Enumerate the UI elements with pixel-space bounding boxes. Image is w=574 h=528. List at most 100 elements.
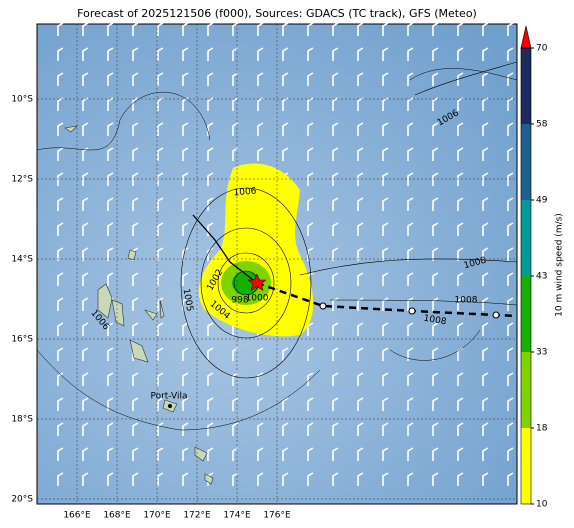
wind-barb — [107, 422, 114, 436]
wind-barb — [432, 472, 439, 486]
wind-barb — [332, 47, 339, 61]
wind-barb — [257, 447, 264, 461]
lat-tick-label: 10°S — [11, 95, 33, 105]
wind-barb — [57, 172, 64, 186]
wind-barb — [382, 372, 389, 386]
wind-barb — [382, 472, 389, 486]
wind-barb — [132, 272, 139, 286]
wind-barb — [307, 122, 314, 136]
wind-barb — [157, 47, 164, 61]
wind-barb — [432, 347, 439, 361]
wind-barb — [107, 47, 114, 61]
lat-tick-label: 16°S — [11, 335, 33, 345]
wind-barb — [432, 422, 439, 436]
isobar-label: 1006 — [233, 186, 257, 198]
wind-barb — [82, 447, 89, 461]
wind-barb — [407, 447, 414, 461]
wind-barb — [507, 122, 514, 136]
wind-barb — [332, 197, 339, 211]
wind-barb — [507, 322, 514, 336]
wind-barb — [482, 197, 489, 211]
wind-barb — [407, 222, 414, 236]
wind-barb — [332, 447, 339, 461]
wind-barb — [507, 347, 514, 361]
wind-barb — [357, 247, 364, 261]
wind-barb — [332, 172, 339, 186]
wind-barb — [57, 422, 64, 436]
wind-barb — [432, 22, 439, 36]
wind-barb — [357, 297, 364, 311]
wind-barb — [357, 72, 364, 86]
wind-barb — [332, 347, 339, 361]
wind-barb — [207, 372, 214, 386]
wind-barb — [157, 147, 164, 161]
wind-barb — [182, 222, 189, 236]
storm-center — [247, 273, 267, 292]
wind-barb — [307, 447, 314, 461]
wind-barb — [457, 447, 464, 461]
wind-barb — [382, 147, 389, 161]
wind-barb — [307, 172, 314, 186]
wind-barb — [82, 22, 89, 36]
wind-barb — [57, 222, 64, 236]
lat-tick-label: 20°S — [11, 495, 33, 505]
wind-barb — [482, 297, 489, 311]
wind-barb — [457, 472, 464, 486]
wind-barb — [282, 422, 289, 436]
colorbar-tick-label: 58 — [536, 120, 548, 130]
wind-barb — [157, 297, 164, 311]
wind-barb — [432, 397, 439, 411]
wind-barb — [157, 197, 164, 211]
wind-barb — [332, 397, 339, 411]
isobar-label: 1005 — [181, 288, 195, 312]
wind-barb — [82, 397, 89, 411]
wind-barb — [332, 72, 339, 86]
wind-barb — [407, 97, 414, 111]
wind-barb — [307, 72, 314, 86]
wind-barb — [507, 472, 514, 486]
wind-barb — [382, 322, 389, 336]
wind-barb — [257, 72, 264, 86]
track-points — [319, 302, 500, 319]
wind-barb — [407, 47, 414, 61]
wind-barb — [457, 272, 464, 286]
wind-barb — [182, 22, 189, 36]
wind-barb — [507, 47, 514, 61]
wind-barb — [207, 447, 214, 461]
wind-barb — [157, 422, 164, 436]
wind-barb — [157, 22, 164, 36]
wind-barb — [482, 122, 489, 136]
wind-barb — [107, 322, 114, 336]
wind-barb — [107, 97, 114, 111]
wind-barb — [432, 172, 439, 186]
wind-barb — [357, 372, 364, 386]
colorbar-tick-label: 33 — [536, 348, 547, 358]
wind-barb — [107, 222, 114, 236]
wind-barb — [132, 122, 139, 136]
wind-barb — [307, 197, 314, 211]
wind-barb — [207, 22, 214, 36]
wind-barb — [207, 47, 214, 61]
wind-barb — [482, 372, 489, 386]
wind-barb — [482, 247, 489, 261]
lat-tick-label: 18°S — [11, 415, 33, 425]
wind-barb — [507, 397, 514, 411]
wind-barb — [382, 347, 389, 361]
wind-barb — [157, 122, 164, 136]
wind-barb — [407, 472, 414, 486]
wind-barb — [57, 72, 64, 86]
wind-barb — [407, 397, 414, 411]
wind-barb — [407, 72, 414, 86]
wind-barb — [332, 97, 339, 111]
wind-barb — [82, 372, 89, 386]
wind-barb — [207, 347, 214, 361]
wind-barb — [507, 372, 514, 386]
wind-barb — [482, 272, 489, 286]
wind-barb — [132, 372, 139, 386]
wind-barb — [132, 147, 139, 161]
colorbar-segment — [521, 276, 531, 352]
wind-barb — [157, 272, 164, 286]
wind-barb — [407, 372, 414, 386]
wind-barb — [132, 22, 139, 36]
wind-barb — [482, 47, 489, 61]
